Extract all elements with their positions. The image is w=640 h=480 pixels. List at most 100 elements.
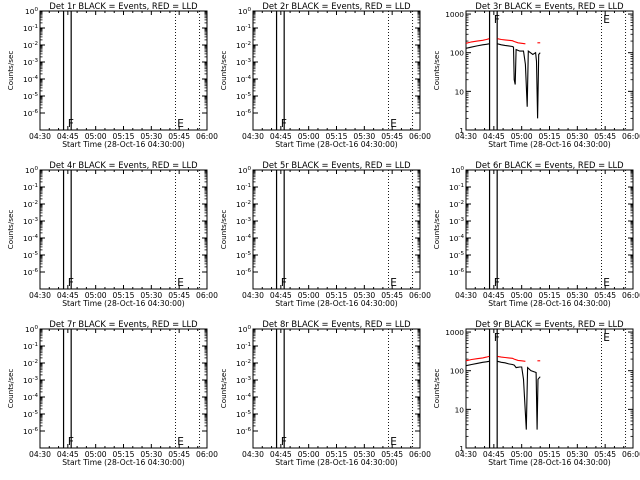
y-tick-label: 100 xyxy=(238,7,251,16)
y-tick-label: 10-3 xyxy=(236,58,251,67)
plot-frame xyxy=(252,328,421,449)
chart-title: Det 5r BLACK = Events, RED = LLD xyxy=(262,160,410,170)
y-tick-label: 10-6 xyxy=(449,268,464,277)
y-axis-label: Counts/sec xyxy=(6,51,15,91)
y-axis-label: Counts/sec xyxy=(6,369,15,409)
x-axis-label: Start Time (28-Oct-16 04:30:00) xyxy=(275,299,398,308)
y-tick-label: 10-5 xyxy=(236,92,251,101)
plot-frame xyxy=(39,10,208,131)
y-axis-label: Counts/sec xyxy=(432,369,441,409)
x-tick-label: 04:45 xyxy=(57,450,79,459)
y-axis-label: Counts/sec xyxy=(6,210,15,250)
marker-E: E xyxy=(603,332,610,344)
series-line-lld xyxy=(497,38,526,45)
x-tick-label: 05:15 xyxy=(326,291,348,300)
y-tick-label: 10-3 xyxy=(23,376,38,385)
y-tick-label: 10-2 xyxy=(236,359,251,368)
x-tick-label: 05:30 xyxy=(566,291,588,300)
x-tick-label: 06:00 xyxy=(196,291,218,300)
marker-E: E xyxy=(177,118,184,130)
y-tick-label: 100 xyxy=(25,325,38,334)
y-tick-label: 1 xyxy=(459,444,464,453)
x-tick-label: 05:15 xyxy=(113,291,135,300)
y-tick-label: 10-6 xyxy=(236,268,251,277)
x-tick-label: 06:00 xyxy=(196,132,218,141)
plot-frame xyxy=(39,328,208,449)
y-tick-label: 10-1 xyxy=(236,183,251,192)
x-tick-label: 05:00 xyxy=(511,450,533,459)
x-tick-label: 04:45 xyxy=(483,291,505,300)
plot-frame xyxy=(252,169,421,290)
x-tick-label: 04:45 xyxy=(270,291,292,300)
x-tick-label: 05:45 xyxy=(594,132,616,141)
marker-F: F xyxy=(281,118,287,130)
x-tick-label: 05:15 xyxy=(539,450,561,459)
x-tick-label: 04:30 xyxy=(455,450,477,459)
y-tick-label: 10-4 xyxy=(236,393,251,402)
y-tick-label: 100 xyxy=(25,7,38,16)
marker-F: F xyxy=(281,436,287,448)
x-axis-label: Start Time (28-Oct-16 04:30:00) xyxy=(488,299,611,308)
x-axis-label: Start Time (28-Oct-16 04:30:00) xyxy=(275,458,398,467)
x-tick-label: 04:30 xyxy=(455,132,477,141)
x-tick-label: 05:00 xyxy=(298,450,320,459)
y-tick-label: 10-2 xyxy=(23,41,38,50)
x-axis-label: Start Time (28-Oct-16 04:30:00) xyxy=(62,140,185,149)
chart-title: Det 8r BLACK = Events, RED = LLD xyxy=(262,319,410,329)
y-tick-label: 100 xyxy=(25,166,38,175)
panel-8: Det 8r BLACK = Events, RED = LLD 04:30 04:… xyxy=(219,319,431,467)
y-tick-label: 10-1 xyxy=(23,342,38,351)
y-axis-label: Counts/sec xyxy=(432,210,441,250)
x-tick-label: 05:30 xyxy=(140,132,162,141)
y-tick-label: 100 xyxy=(238,166,251,175)
y-tick-label: 10-5 xyxy=(23,410,38,419)
plot-frame xyxy=(465,328,634,449)
y-tick-label: 10-6 xyxy=(23,268,38,277)
panel-6: Det 6r BLACK = Events, RED = LLD 04:30 04:… xyxy=(432,160,640,308)
marker-F: F xyxy=(494,277,500,289)
y-tick-label: 1 xyxy=(459,126,464,135)
y-tick-label: 10-5 xyxy=(449,251,464,260)
x-tick-label: 05:30 xyxy=(566,450,588,459)
plot-frame xyxy=(465,10,634,131)
x-tick-label: 05:00 xyxy=(298,291,320,300)
y-tick-label: 10-4 xyxy=(23,234,38,243)
y-axis-label: Counts/sec xyxy=(219,210,228,250)
x-tick-label: 04:30 xyxy=(242,291,264,300)
y-tick-label: 10-3 xyxy=(236,217,251,226)
x-tick-label: 05:00 xyxy=(298,132,320,141)
x-tick-label: 05:45 xyxy=(168,291,190,300)
x-tick-label: 04:45 xyxy=(483,450,505,459)
y-tick-label: 10-1 xyxy=(23,183,38,192)
x-tick-label: 05:00 xyxy=(511,132,533,141)
marker-E: E xyxy=(390,118,397,130)
y-tick-label: 10-4 xyxy=(449,234,464,243)
plot-frame xyxy=(465,169,634,290)
y-tick-label: 10-3 xyxy=(236,376,251,385)
x-tick-label: 06:00 xyxy=(409,450,431,459)
panel-1: Det 1r BLACK = Events, RED = LLD 04:30 04:… xyxy=(6,1,218,149)
y-tick-label: 100 xyxy=(450,49,464,58)
panel-2: Det 2r BLACK = Events, RED = LLD 04:30 04:… xyxy=(219,1,431,149)
x-tick-label: 05:45 xyxy=(168,132,190,141)
x-tick-label: 05:30 xyxy=(353,291,375,300)
panel-5: Det 5r BLACK = Events, RED = LLD 04:30 04:… xyxy=(219,160,431,308)
marker-E: E xyxy=(177,436,184,448)
series-line-lld xyxy=(465,38,490,44)
chart-title: Det 7r BLACK = Events, RED = LLD xyxy=(49,319,197,329)
y-tick-label: 10-3 xyxy=(449,217,464,226)
y-tick-label: 10-3 xyxy=(23,58,38,67)
y-tick-label: 10-5 xyxy=(236,251,251,260)
x-tick-label: 05:15 xyxy=(326,132,348,141)
x-tick-label: 04:45 xyxy=(483,132,505,141)
plot-frame xyxy=(39,169,208,290)
y-tick-label: 10-6 xyxy=(23,109,38,118)
series-line-events xyxy=(497,43,541,119)
series-line-events xyxy=(465,360,490,367)
chart-title: Det 3r BLACK = Events, RED = LLD xyxy=(475,1,623,11)
x-axis-label: Start Time (28-Oct-16 04:30:00) xyxy=(62,299,185,308)
y-tick-label: 10-3 xyxy=(23,217,38,226)
x-tick-label: 05:00 xyxy=(511,291,533,300)
y-tick-label: 10 xyxy=(455,405,465,414)
y-axis-label: Counts/sec xyxy=(432,51,441,91)
